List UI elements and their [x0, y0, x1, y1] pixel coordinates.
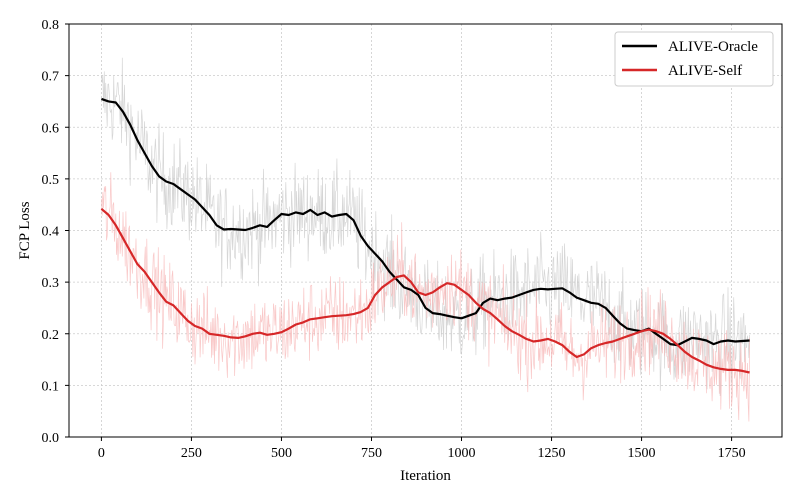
x-tick-label: 1500 — [628, 446, 656, 461]
y-tick-label: 0.5 — [42, 173, 60, 188]
y-tick-label: 0.7 — [42, 70, 60, 85]
x-tick-label: 750 — [361, 446, 382, 461]
y-tick-label: 0.8 — [42, 18, 60, 33]
raw-line-alive-oracle — [101, 57, 750, 397]
x-tick-label: 250 — [181, 446, 202, 461]
y-tick-label: 0.1 — [42, 379, 60, 394]
x-tick-label: 1250 — [538, 446, 566, 461]
y-tick-label: 0.4 — [42, 225, 60, 240]
y-axis-ticks: 0.0 0.1 0.2 0.3 0.4 0.5 0.6 0.7 0.8 — [42, 18, 69, 446]
x-axis-ticks: 0 250 500 750 1000 1250 1500 1750 — [98, 437, 746, 461]
x-tick-label: 0 — [98, 446, 105, 461]
y-tick-label: 0.6 — [42, 121, 60, 136]
series-line-alive-self — [100, 207, 750, 374]
y-tick-label: 0.0 — [42, 431, 60, 446]
raw-noise-lines — [101, 57, 750, 422]
x-tick-label: 1750 — [718, 446, 746, 461]
y-tick-label: 0.2 — [42, 328, 60, 343]
y-axis-label: FCP Loss — [17, 201, 33, 259]
x-tick-label: 1000 — [448, 446, 476, 461]
raw-line-alive-self — [101, 172, 750, 422]
y-tick-label: 0.3 — [42, 276, 60, 291]
x-axis-label: Iteration — [400, 468, 451, 484]
legend-label-alive-oracle: ALIVE-Oracle — [668, 39, 758, 55]
series-lines — [100, 97, 750, 374]
x-tick-label: 500 — [271, 446, 292, 461]
legend: ALIVE-Oracle ALIVE-Self — [614, 31, 774, 87]
legend-label-alive-self: ALIVE-Self — [668, 63, 742, 79]
